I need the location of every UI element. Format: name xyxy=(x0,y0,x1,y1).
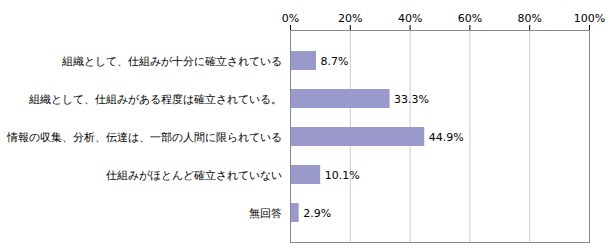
svg-text:2.9%: 2.9% xyxy=(303,207,331,220)
svg-text:情報の収集、分析、伝達は、一部の人間に限られている: 情報の収集、分析、伝達は、一部の人間に限られている xyxy=(6,131,282,144)
svg-text:8.7%: 8.7% xyxy=(321,55,349,68)
svg-text:80%: 80% xyxy=(517,12,541,25)
svg-text:60%: 60% xyxy=(458,12,482,25)
svg-text:仕組みがほとんど確立されていない: 仕組みがほとんど確立されていない xyxy=(106,169,282,182)
svg-text:組織として、仕組みが十分に確立されている: 組織として、仕組みが十分に確立されている xyxy=(61,55,282,68)
svg-text:40%: 40% xyxy=(398,12,422,25)
svg-text:組織として、仕組みがある程度は確立されている。: 組織として、仕組みがある程度は確立されている。 xyxy=(28,93,282,106)
svg-text:44.9%: 44.9% xyxy=(429,131,464,144)
svg-text:20%: 20% xyxy=(338,12,362,25)
svg-text:無回答: 無回答 xyxy=(249,207,282,220)
svg-text:100%: 100% xyxy=(574,12,605,25)
svg-text:10.1%: 10.1% xyxy=(325,169,360,182)
svg-text:0%: 0% xyxy=(282,12,299,25)
svg-text:33.3%: 33.3% xyxy=(394,93,429,106)
